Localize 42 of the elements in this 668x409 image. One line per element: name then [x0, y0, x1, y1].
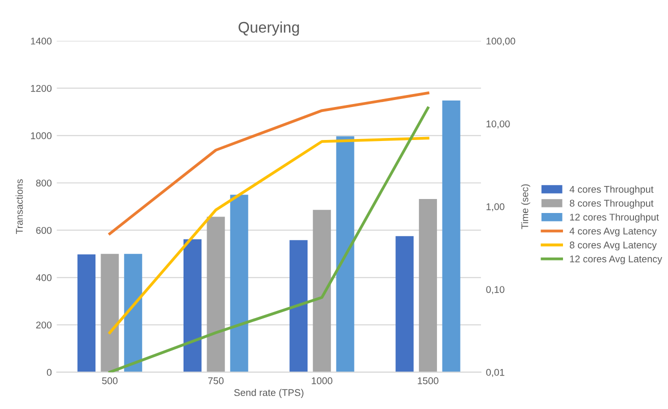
y2-tick-label: 10,00: [486, 120, 510, 128]
bar: [230, 194, 248, 372]
y2-tick-label: 0,01: [486, 368, 504, 377]
bar: [124, 254, 142, 372]
legend-label: 12 cores Throughput: [570, 213, 659, 223]
y-tick-label: 1000: [31, 132, 52, 140]
bar: [312, 210, 331, 372]
y-tick-label: 200: [36, 322, 52, 328]
legend-label: 8 cores Avg Latency: [570, 242, 657, 250]
line-series: [108, 136, 430, 334]
y2-tick-label: 100,00: [486, 38, 516, 46]
x-tick-label: 500: [102, 377, 118, 384]
y-tick-label: 0: [46, 368, 52, 376]
y-tick-label: 1400: [31, 38, 52, 45]
y-tick-label: 400: [36, 274, 52, 282]
x-axis-title: Send rate (TPS): [234, 388, 304, 398]
line-series: [108, 106, 430, 372]
y2-axis-title: Time (sec): [521, 184, 530, 230]
x-tick-label: 750: [208, 377, 224, 384]
bar: [442, 100, 460, 372]
legend-label: 4 cores Avg Latency: [570, 228, 657, 236]
y2-tick-label: 1,00: [486, 203, 504, 212]
bar: [396, 236, 414, 372]
x-tick-label: 1000: [312, 377, 332, 384]
legend-label: 8 cores Throughput: [570, 200, 654, 209]
bar: [206, 216, 225, 372]
y2-tick-label: 0,10: [486, 286, 504, 294]
y-tick-label: 800: [36, 180, 52, 186]
bar: [336, 136, 354, 372]
bar: [290, 240, 308, 372]
y-tick-label: 1200: [31, 84, 52, 92]
bar: [418, 198, 437, 372]
legend-label: 12 cores Avg Latency: [570, 255, 662, 264]
bar: [184, 239, 202, 372]
x-tick-label: 1500: [418, 377, 438, 384]
bar: [77, 254, 96, 372]
legend-label: 4 cores Throughput: [570, 186, 654, 195]
y-axis-title: Transactions: [16, 179, 23, 234]
chart-title: Querying: [238, 21, 299, 36]
y-tick-label: 600: [36, 226, 52, 234]
bar: [100, 254, 119, 372]
line-series: [108, 92, 430, 236]
